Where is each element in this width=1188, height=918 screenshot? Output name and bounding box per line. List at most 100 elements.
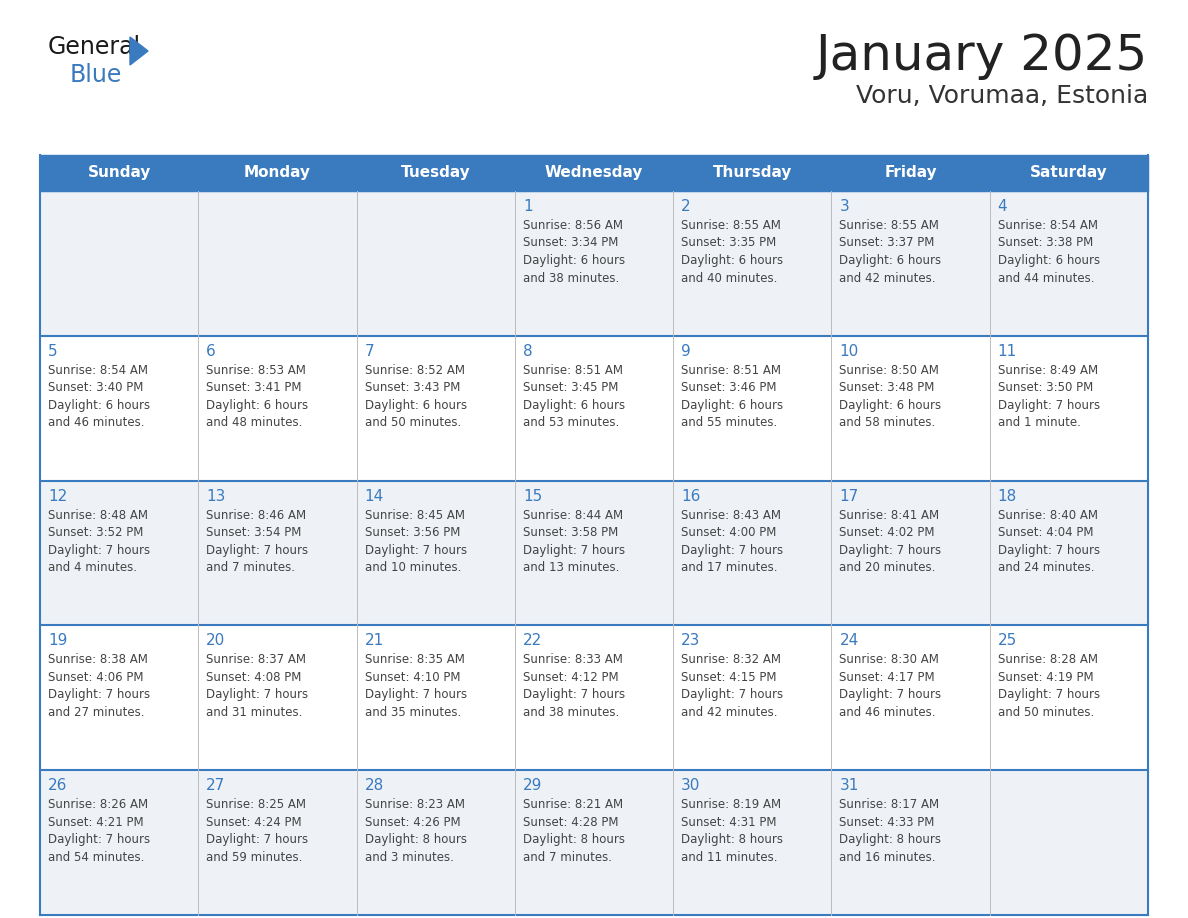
Text: and 31 minutes.: and 31 minutes. — [207, 706, 303, 719]
Text: Blue: Blue — [70, 63, 122, 87]
Text: 27: 27 — [207, 778, 226, 793]
Text: Sunrise: 8:28 AM: Sunrise: 8:28 AM — [998, 654, 1098, 666]
Text: Sunrise: 8:45 AM: Sunrise: 8:45 AM — [365, 509, 465, 521]
Text: Sunset: 3:52 PM: Sunset: 3:52 PM — [48, 526, 144, 539]
Text: Sunrise: 8:55 AM: Sunrise: 8:55 AM — [681, 219, 781, 232]
Text: Sunrise: 8:26 AM: Sunrise: 8:26 AM — [48, 798, 148, 812]
Text: Sunrise: 8:51 AM: Sunrise: 8:51 AM — [523, 364, 623, 376]
Text: Daylight: 6 hours: Daylight: 6 hours — [48, 398, 150, 412]
Text: Sunrise: 8:41 AM: Sunrise: 8:41 AM — [840, 509, 940, 521]
Text: Sunrise: 8:54 AM: Sunrise: 8:54 AM — [998, 219, 1098, 232]
Text: General: General — [48, 35, 141, 59]
Text: and 50 minutes.: and 50 minutes. — [365, 416, 461, 430]
Text: 11: 11 — [998, 344, 1017, 359]
Text: and 42 minutes.: and 42 minutes. — [840, 272, 936, 285]
Bar — [40, 336, 1148, 481]
Text: Sunrise: 8:21 AM: Sunrise: 8:21 AM — [523, 798, 623, 812]
Text: Sunrise: 8:56 AM: Sunrise: 8:56 AM — [523, 219, 623, 232]
Text: 1: 1 — [523, 199, 532, 214]
Text: Sunset: 3:35 PM: Sunset: 3:35 PM — [681, 237, 777, 250]
Text: Daylight: 8 hours: Daylight: 8 hours — [365, 834, 467, 846]
Text: and 24 minutes.: and 24 minutes. — [998, 561, 1094, 574]
Text: Sunset: 3:34 PM: Sunset: 3:34 PM — [523, 237, 618, 250]
Text: Sunset: 4:33 PM: Sunset: 4:33 PM — [840, 816, 935, 829]
Text: Sunrise: 8:54 AM: Sunrise: 8:54 AM — [48, 364, 148, 376]
Text: Sunrise: 8:40 AM: Sunrise: 8:40 AM — [998, 509, 1098, 521]
Text: Sunset: 3:40 PM: Sunset: 3:40 PM — [48, 381, 144, 395]
Text: 10: 10 — [840, 344, 859, 359]
Text: Daylight: 6 hours: Daylight: 6 hours — [681, 254, 783, 267]
Text: Sunset: 4:28 PM: Sunset: 4:28 PM — [523, 816, 619, 829]
Text: Sunset: 3:43 PM: Sunset: 3:43 PM — [365, 381, 460, 395]
Text: Sunset: 3:50 PM: Sunset: 3:50 PM — [998, 381, 1093, 395]
Text: Sunrise: 8:50 AM: Sunrise: 8:50 AM — [840, 364, 940, 376]
Text: Daylight: 7 hours: Daylight: 7 hours — [998, 688, 1100, 701]
Text: Daylight: 7 hours: Daylight: 7 hours — [523, 688, 625, 701]
Text: Sunset: 4:02 PM: Sunset: 4:02 PM — [840, 526, 935, 539]
Text: Daylight: 8 hours: Daylight: 8 hours — [523, 834, 625, 846]
Text: 7: 7 — [365, 344, 374, 359]
Text: Daylight: 7 hours: Daylight: 7 hours — [998, 543, 1100, 556]
Text: Sunset: 3:58 PM: Sunset: 3:58 PM — [523, 526, 618, 539]
Text: Sunrise: 8:46 AM: Sunrise: 8:46 AM — [207, 509, 307, 521]
Text: Daylight: 7 hours: Daylight: 7 hours — [681, 543, 783, 556]
Text: 26: 26 — [48, 778, 68, 793]
Text: 28: 28 — [365, 778, 384, 793]
Text: Sunrise: 8:19 AM: Sunrise: 8:19 AM — [681, 798, 782, 812]
Text: and 35 minutes.: and 35 minutes. — [365, 706, 461, 719]
Text: Daylight: 7 hours: Daylight: 7 hours — [207, 688, 309, 701]
Text: Sunrise: 8:37 AM: Sunrise: 8:37 AM — [207, 654, 307, 666]
Text: Sunrise: 8:38 AM: Sunrise: 8:38 AM — [48, 654, 147, 666]
Text: Daylight: 8 hours: Daylight: 8 hours — [840, 834, 941, 846]
Text: and 20 minutes.: and 20 minutes. — [840, 561, 936, 574]
Text: and 4 minutes.: and 4 minutes. — [48, 561, 137, 574]
Text: Sunrise: 8:43 AM: Sunrise: 8:43 AM — [681, 509, 782, 521]
Text: Sunset: 3:38 PM: Sunset: 3:38 PM — [998, 237, 1093, 250]
Text: and 16 minutes.: and 16 minutes. — [840, 851, 936, 864]
Text: Sunrise: 8:35 AM: Sunrise: 8:35 AM — [365, 654, 465, 666]
Text: Daylight: 7 hours: Daylight: 7 hours — [365, 688, 467, 701]
Text: 13: 13 — [207, 488, 226, 504]
Text: Daylight: 7 hours: Daylight: 7 hours — [840, 688, 942, 701]
Text: Sunset: 4:10 PM: Sunset: 4:10 PM — [365, 671, 460, 684]
Text: 24: 24 — [840, 633, 859, 648]
Text: Daylight: 7 hours: Daylight: 7 hours — [681, 688, 783, 701]
Text: Sunset: 3:37 PM: Sunset: 3:37 PM — [840, 237, 935, 250]
Text: Sunset: 4:12 PM: Sunset: 4:12 PM — [523, 671, 619, 684]
Text: and 40 minutes.: and 40 minutes. — [681, 272, 777, 285]
Bar — [40, 625, 1148, 770]
Bar — [40, 481, 1148, 625]
Text: Sunrise: 8:44 AM: Sunrise: 8:44 AM — [523, 509, 623, 521]
Text: Saturday: Saturday — [1030, 165, 1107, 181]
Text: and 17 minutes.: and 17 minutes. — [681, 561, 778, 574]
Text: Sunset: 4:31 PM: Sunset: 4:31 PM — [681, 816, 777, 829]
Text: 3: 3 — [840, 199, 849, 214]
Text: 20: 20 — [207, 633, 226, 648]
Text: Sunset: 4:06 PM: Sunset: 4:06 PM — [48, 671, 144, 684]
Text: and 27 minutes.: and 27 minutes. — [48, 706, 145, 719]
Text: Sunset: 4:21 PM: Sunset: 4:21 PM — [48, 816, 144, 829]
Text: Sunrise: 8:48 AM: Sunrise: 8:48 AM — [48, 509, 148, 521]
Text: Thursday: Thursday — [713, 165, 792, 181]
Text: and 7 minutes.: and 7 minutes. — [207, 561, 296, 574]
Text: Daylight: 7 hours: Daylight: 7 hours — [523, 543, 625, 556]
Text: Sunset: 3:46 PM: Sunset: 3:46 PM — [681, 381, 777, 395]
Text: Sunset: 4:17 PM: Sunset: 4:17 PM — [840, 671, 935, 684]
Text: Sunrise: 8:32 AM: Sunrise: 8:32 AM — [681, 654, 782, 666]
Text: Daylight: 7 hours: Daylight: 7 hours — [998, 398, 1100, 412]
Text: 31: 31 — [840, 778, 859, 793]
Text: Daylight: 7 hours: Daylight: 7 hours — [207, 543, 309, 556]
Text: 15: 15 — [523, 488, 542, 504]
Text: 9: 9 — [681, 344, 691, 359]
Text: Daylight: 6 hours: Daylight: 6 hours — [523, 254, 625, 267]
Text: and 38 minutes.: and 38 minutes. — [523, 706, 619, 719]
Text: and 55 minutes.: and 55 minutes. — [681, 416, 777, 430]
Text: 30: 30 — [681, 778, 701, 793]
Text: Daylight: 6 hours: Daylight: 6 hours — [840, 254, 942, 267]
Text: Daylight: 6 hours: Daylight: 6 hours — [523, 398, 625, 412]
Text: 2: 2 — [681, 199, 690, 214]
Text: 25: 25 — [998, 633, 1017, 648]
Text: 8: 8 — [523, 344, 532, 359]
Text: Daylight: 7 hours: Daylight: 7 hours — [840, 543, 942, 556]
Text: and 53 minutes.: and 53 minutes. — [523, 416, 619, 430]
